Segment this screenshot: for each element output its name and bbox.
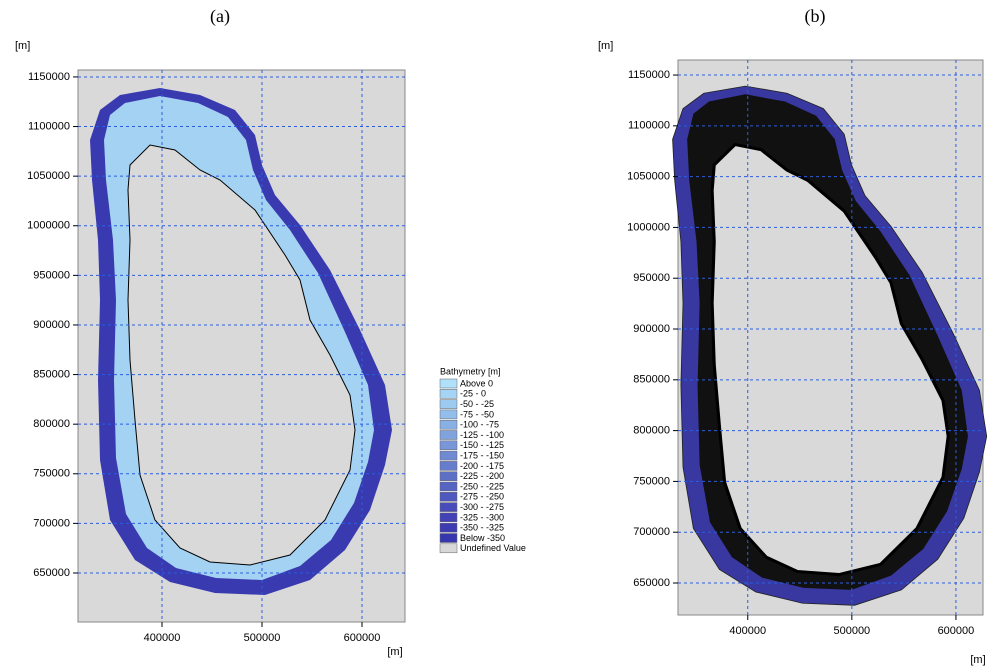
y-tick-label: 800000 [33,418,70,430]
legend-label: -100 - -75 [460,420,499,430]
y-tick-label: 1050000 [627,171,670,183]
legend-swatch [439,419,458,430]
y-tick-label: 700000 [633,526,670,538]
legend-label: -325 - -300 [460,512,504,522]
x-tick-label: 600000 [938,625,975,637]
x-tick-label: 500000 [833,625,870,637]
y-tick-label: 1050000 [27,170,70,182]
legend-swatch [439,440,458,451]
panel-a [77,69,406,623]
y-tick-label: 850000 [33,368,70,380]
y-tick-label: 1150000 [28,71,70,83]
legend-label: -225 - -200 [460,471,504,481]
legend-title: Bathymetry [m] [440,366,501,376]
legend-label: -150 - -125 [460,440,504,450]
grids [73,60,983,627]
y-tick-label: 1100000 [628,120,670,132]
legend-swatch [439,461,458,471]
legend-swatch [439,378,458,389]
x-tick-label: 400000 [144,632,181,644]
x-tick-label: 600000 [344,632,381,644]
legend-swatch [439,409,458,420]
legend-label: -300 - -275 [460,502,504,512]
legend-swatch [439,450,458,461]
x-unit: [m] [970,654,985,666]
legend-swatch [439,533,458,543]
y-tick-label: 1150000 [628,69,670,81]
legend-label: Above 0 [460,378,493,388]
y-tick-label: 900000 [633,323,670,335]
legend-label: Undefined Value [460,543,526,553]
y-tick-label: 700000 [33,517,70,529]
x-tick-label: 500000 [244,632,281,644]
legend-swatch [439,430,458,440]
y-tick-label: 750000 [633,475,670,487]
legend-swatch [439,399,458,409]
legend-label: -25 - 0 [460,389,486,399]
y-tick-label: 1100000 [28,120,70,132]
legend-label: -250 - -225 [460,481,504,491]
y-tick-label: 1000000 [627,221,670,233]
y-tick-label: 650000 [33,567,70,579]
legend-swatch [439,481,458,492]
y-tick-label: 750000 [33,468,70,480]
legend-swatch [439,471,458,481]
panel-label: (a) [210,6,230,27]
legend-label: -75 - -50 [460,409,494,419]
y-tick-label: 950000 [33,269,70,281]
legend-swatch [439,522,458,533]
legend-label: -350 - -325 [460,523,504,533]
legend-label: -200 - -175 [460,461,504,471]
y-unit: [m] [598,40,613,52]
legend-swatch [439,543,458,554]
y-tick-label: 900000 [33,319,70,331]
legend-label: -125 - -100 [460,430,504,440]
panel-label: (b) [805,6,826,27]
legend: Bathymetry [m] Above 0-25 - 0-50 - -25-75… [439,366,526,554]
panel-b [672,59,988,616]
x-tick-label: 400000 [729,625,766,637]
x-unit: [m] [387,646,402,658]
y-tick-label: 1000000 [27,220,70,232]
y-tick-label: 800000 [633,425,670,437]
y-unit: [m] [15,40,30,52]
legend-swatch [439,389,458,399]
y-tick-label: 850000 [633,374,670,386]
legend-label: -275 - -250 [460,492,504,502]
legend-label: -175 - -150 [460,450,504,460]
legend-swatch [439,492,458,502]
legend-swatch [439,512,458,523]
legend-label: Below -350 [460,533,505,543]
legend-swatch [439,502,458,512]
legend-label: -50 - -25 [460,399,494,409]
y-tick-label: 950000 [633,272,670,284]
y-tick-label: 650000 [633,577,670,589]
